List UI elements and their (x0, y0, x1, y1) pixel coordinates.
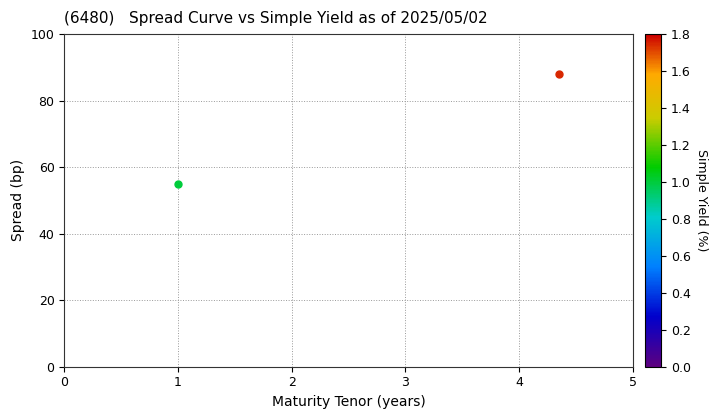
Y-axis label: Simple Yield (%): Simple Yield (%) (695, 149, 708, 252)
Text: (6480)   Spread Curve vs Simple Yield as of 2025/05/02: (6480) Spread Curve vs Simple Yield as o… (64, 11, 488, 26)
Point (172, 181, 184, 187)
Point (553, 71, 564, 77)
X-axis label: Maturity Tenor (years): Maturity Tenor (years) (271, 395, 426, 409)
Y-axis label: Spread (bp): Spread (bp) (11, 159, 25, 242)
